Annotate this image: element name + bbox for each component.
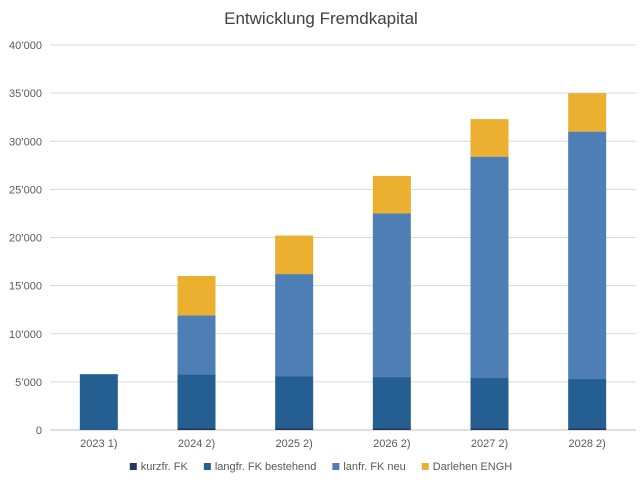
y-tick-label: 35’000 [9, 88, 42, 100]
y-tick-label: 0 [36, 425, 42, 437]
legend-label: lanfr. FK neu [343, 461, 405, 473]
bar-segment [470, 119, 509, 157]
y-tick-label: 10’000 [9, 329, 42, 341]
x-tick-label: 2025 2) [276, 438, 313, 450]
bar-segment [177, 374, 216, 429]
legend-swatch [203, 463, 211, 470]
x-tick-label: 2027 2) [471, 438, 508, 450]
x-axis-tick-labels: 2023 1) 2024 2) 2025 2) 2026 2) 2027 2) 2028 … [80, 438, 606, 450]
y-tick-label: 5’000 [15, 377, 42, 389]
legend-label: Darlehen ENGH [433, 461, 513, 473]
bar-segment [568, 131, 607, 379]
chart-title: Entwicklung Fremdkapital [224, 9, 418, 28]
y-tick-label: 20’000 [9, 233, 42, 245]
bar-segment [568, 378, 607, 429]
y-axis-tick-labels: 0 5’000 10’000 15’000 20’000 25’000 30’000 35’0… [9, 40, 42, 437]
legend: kurzfr. FK langfr. FK bestehend lanfr. FK … [129, 461, 513, 473]
legend-label: langfr. FK bestehend [215, 461, 317, 473]
bar-segment [79, 374, 118, 430]
y-tick-label: 30’000 [9, 136, 42, 148]
legend-swatch [129, 463, 137, 470]
bar-segment [568, 93, 607, 132]
bars [79, 93, 607, 430]
bar-segment [372, 213, 411, 378]
bar-segment [470, 428, 509, 430]
bar-segment [275, 274, 314, 377]
x-tick-label: 2023 1) [80, 438, 117, 450]
y-tick-label: 25’000 [9, 184, 42, 196]
legend-item: Darlehen ENGH [421, 461, 513, 473]
legend-label: kurzfr. FK [141, 461, 189, 473]
bar-segment [275, 428, 314, 430]
bar-segment [372, 175, 411, 214]
x-tick-label: 2024 2) [178, 438, 215, 450]
x-tick-label: 2028 2) [569, 438, 606, 450]
bar-segment [372, 377, 411, 429]
legend-item: langfr. FK bestehend [203, 461, 317, 473]
bar-segment [372, 428, 411, 430]
legend-swatch [332, 463, 340, 470]
gridlines [50, 44, 636, 431]
legend-item: kurzfr. FK [129, 461, 189, 473]
x-tick-label: 2026 2) [373, 438, 410, 450]
bar-segment [177, 315, 216, 375]
legend-swatch [421, 463, 429, 470]
bar-segment [470, 156, 509, 379]
legend-item: lanfr. FK neu [332, 461, 406, 473]
y-tick-label: 40’000 [9, 40, 42, 52]
y-tick-label: 15’000 [9, 281, 42, 293]
bar-segment [275, 235, 314, 275]
bar-segment [568, 428, 607, 430]
bar-segment [275, 376, 314, 429]
bar-segment [177, 428, 216, 430]
bar-segment [470, 378, 509, 429]
bar-segment [177, 276, 216, 316]
